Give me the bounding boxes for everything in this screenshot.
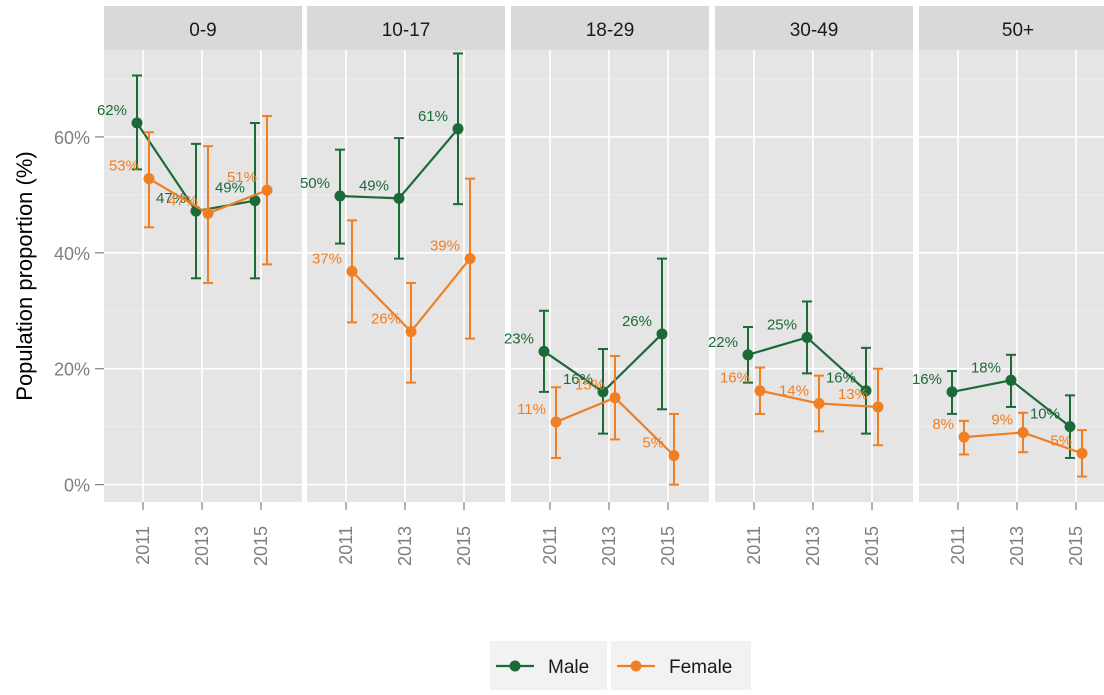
- x-tick-label: 2013: [1007, 526, 1027, 566]
- data-label-female: 14%: [779, 382, 809, 399]
- data-point-male: [1005, 374, 1017, 386]
- data-point-male: [597, 386, 609, 398]
- data-label-female: 51%: [227, 169, 257, 186]
- data-point-female: [405, 326, 417, 338]
- data-point-male: [249, 195, 261, 207]
- data-label-male: 22%: [708, 334, 738, 351]
- data-label-female: 37%: [312, 250, 342, 267]
- data-point-female: [813, 397, 825, 409]
- data-label-male: 18%: [971, 359, 1001, 376]
- data-label-male: 47%: [156, 190, 186, 207]
- data-point-male: [742, 349, 754, 361]
- x-tick-label: 2015: [454, 526, 474, 566]
- data-point-male: [452, 123, 464, 135]
- data-point-female: [1017, 426, 1029, 438]
- facet-strip-label: 0-9: [189, 20, 216, 41]
- facet-strip: [715, 6, 913, 50]
- data-point-male: [538, 345, 550, 357]
- data-point-male: [393, 192, 405, 204]
- x-tick-label: 2011: [133, 526, 153, 565]
- legend-key-point: [630, 660, 642, 672]
- data-label-female: 5%: [1050, 432, 1072, 449]
- data-label-female: 8%: [932, 416, 954, 433]
- data-label-male: 16%: [826, 370, 856, 387]
- data-label-male: 50%: [300, 175, 330, 192]
- data-point-male: [656, 328, 668, 340]
- data-point-female: [143, 173, 155, 185]
- data-label-male: 10%: [1030, 406, 1060, 423]
- x-tick-label: 2013: [192, 526, 212, 566]
- x-tick-label: 2013: [803, 526, 823, 566]
- data-label-male: 49%: [215, 180, 245, 197]
- y-tick-label: 20%: [54, 360, 90, 380]
- data-label-female: 5%: [642, 435, 664, 452]
- x-tick-label: 2011: [744, 526, 764, 565]
- facet-strip-label: 10-17: [382, 20, 431, 41]
- data-label-male: 61%: [418, 108, 448, 125]
- x-tick-label: 2015: [1066, 526, 1086, 566]
- data-point-male: [1064, 421, 1076, 433]
- x-tick-label: 2015: [862, 526, 882, 566]
- data-point-female: [1076, 447, 1088, 459]
- data-point-female: [346, 265, 358, 277]
- data-point-female: [872, 401, 884, 413]
- data-point-female: [550, 416, 562, 428]
- panel-background: [307, 50, 505, 502]
- data-point-female: [958, 431, 970, 443]
- facet-strip-label: 30-49: [790, 20, 839, 41]
- y-tick-label: 60%: [54, 128, 90, 148]
- data-label-male: 23%: [504, 330, 534, 347]
- data-point-female: [754, 385, 766, 397]
- data-label-male: 16%: [912, 371, 942, 388]
- data-label-female: 39%: [430, 238, 460, 255]
- data-point-male: [946, 386, 958, 398]
- data-label-female: 16%: [720, 370, 750, 387]
- data-label-female: 15%: [575, 377, 605, 394]
- panel-background: [715, 50, 913, 502]
- data-point-female: [261, 184, 273, 196]
- data-label-female: 13%: [838, 386, 868, 403]
- data-point-female: [668, 450, 680, 462]
- legend-label-male: Male: [548, 657, 589, 678]
- y-axis-title: Population proportion (%): [12, 151, 37, 400]
- data-label-female: 53%: [109, 158, 139, 175]
- panel-background: [104, 50, 302, 502]
- data-point-female: [202, 207, 214, 219]
- data-point-female: [609, 392, 621, 404]
- x-tick-label: 2011: [540, 526, 560, 565]
- x-tick-label: 2015: [251, 526, 271, 566]
- x-tick-label: 2013: [599, 526, 619, 566]
- data-point-male: [860, 385, 872, 397]
- data-label-male: 16%: [563, 371, 593, 388]
- x-tick-label: 2015: [658, 526, 678, 566]
- data-point-male: [334, 190, 346, 202]
- legend-label-female: Female: [669, 657, 732, 678]
- facet-strip: [104, 6, 302, 50]
- facet-strip-label: 50+: [1002, 20, 1034, 41]
- data-label-male: 62%: [97, 102, 127, 119]
- facet-strip: [307, 6, 505, 50]
- panel-background: [511, 50, 709, 502]
- x-tick-label: 2011: [336, 526, 356, 565]
- data-label-male: 49%: [359, 177, 389, 194]
- facet-strip: [919, 6, 1104, 50]
- data-label-male: 25%: [767, 316, 797, 333]
- facet-strip-label: 18-29: [586, 20, 635, 41]
- data-point-male: [801, 331, 813, 343]
- y-tick-label: 40%: [54, 244, 90, 264]
- legend-key-point: [509, 660, 521, 672]
- x-tick-label: 2013: [395, 526, 415, 566]
- data-label-male: 26%: [622, 313, 652, 330]
- data-label-female: 26%: [371, 311, 401, 328]
- facet-strip: [511, 6, 709, 50]
- data-label-female: 47%: [168, 192, 198, 209]
- x-tick-label: 2011: [948, 526, 968, 565]
- y-tick-label: 0%: [64, 476, 90, 496]
- data-label-female: 9%: [991, 411, 1013, 428]
- data-point-female: [464, 253, 476, 265]
- data-label-female: 11%: [517, 401, 546, 418]
- data-point-male: [131, 117, 143, 129]
